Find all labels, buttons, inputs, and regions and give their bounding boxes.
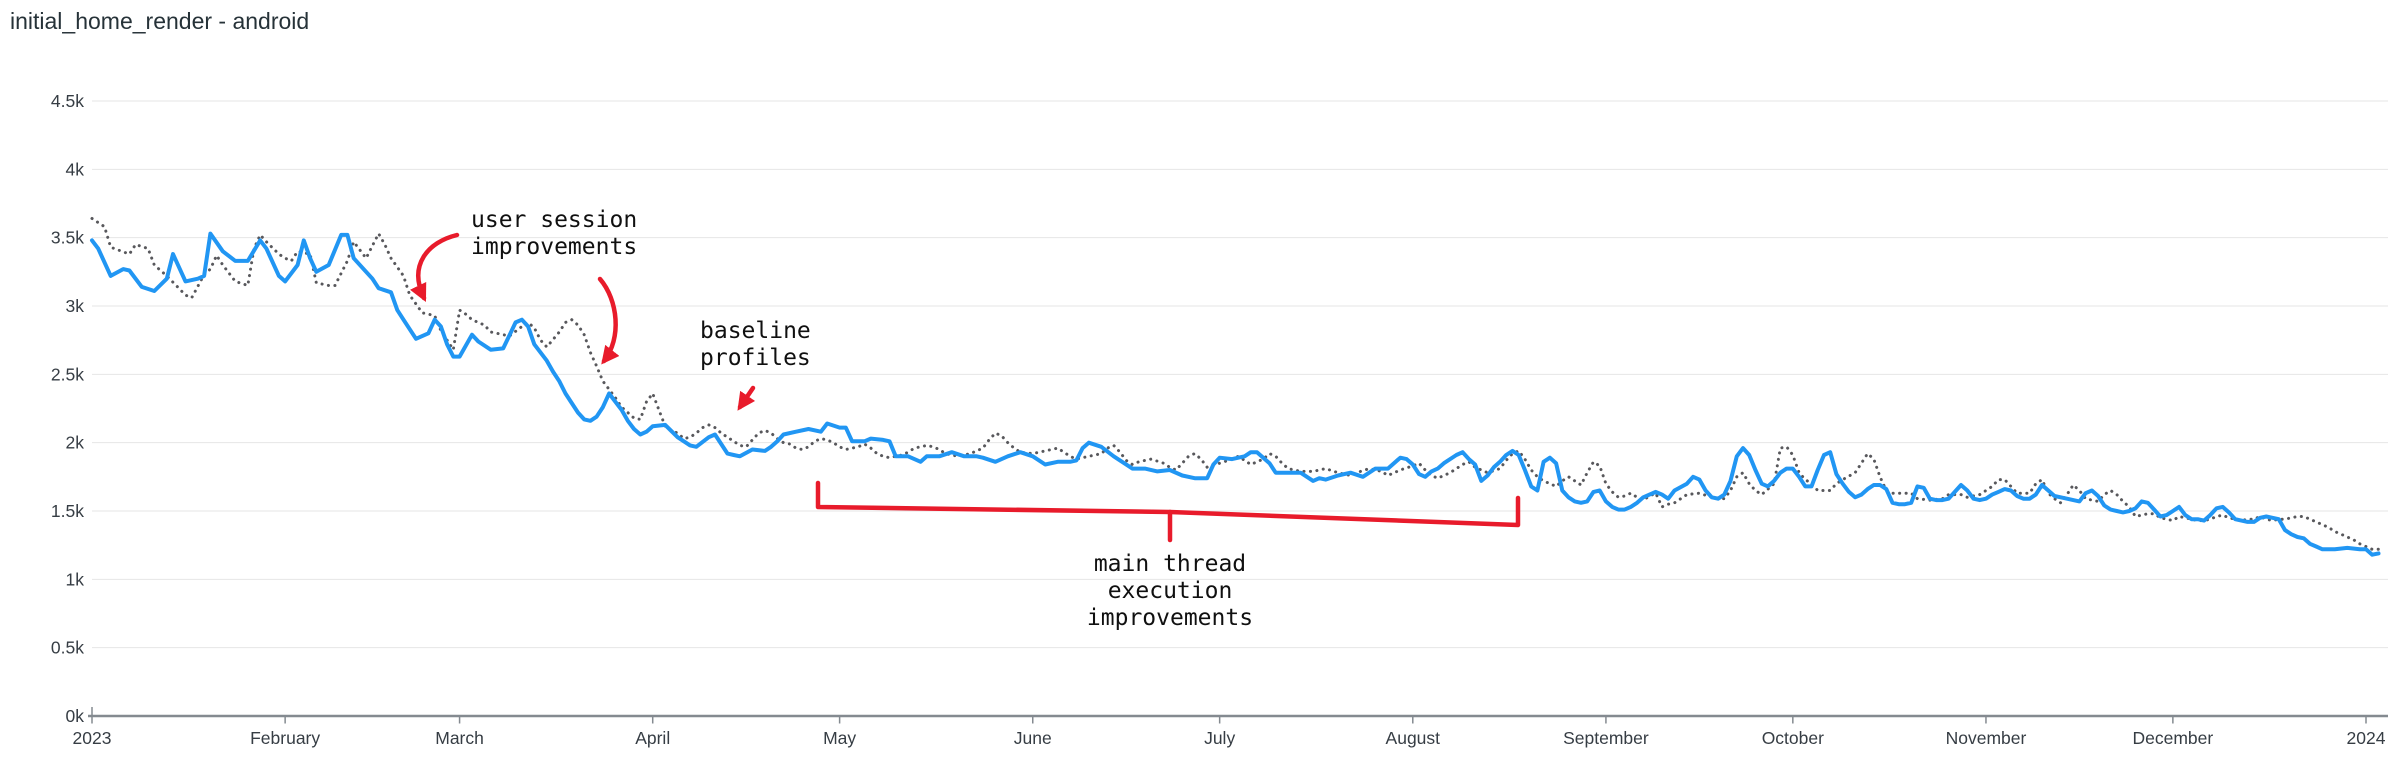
user-session-label-line1: user session xyxy=(471,207,637,233)
x-tick-label: November xyxy=(1946,728,2027,748)
x-tick-label: February xyxy=(250,728,320,748)
x-tick-label: 2023 xyxy=(73,728,112,748)
main-thread-label-line1: main thread xyxy=(1094,551,1246,577)
baseline-profiles-label-line2: profiles xyxy=(700,345,811,371)
main-thread-label-line3: improvements xyxy=(1087,605,1253,631)
baseline-profiles-arrow xyxy=(737,385,756,411)
x-tick-label: December xyxy=(2132,728,2213,748)
y-tick-label: 3k xyxy=(66,296,85,316)
y-axis-labels: 0k 0.5k 1k 1.5k 2k 2.5k 3k 3.5k 4k 4.5k xyxy=(51,91,84,726)
y-tick-label: 2k xyxy=(66,433,85,453)
user-session-arrow-2 xyxy=(597,276,620,365)
baseline-dotted-line xyxy=(90,217,2380,551)
x-tick-label: July xyxy=(1204,728,1235,748)
median-solid-line xyxy=(90,231,2381,557)
x-tick-label: May xyxy=(823,728,856,748)
x-tick-label: August xyxy=(1386,728,1441,748)
chart-title: initial_home_render - android xyxy=(10,8,310,34)
y-tick-label: 3.5k xyxy=(51,228,84,248)
x-tick-label: September xyxy=(1563,728,1649,748)
main-thread-label-line2: execution xyxy=(1108,578,1233,604)
user-session-arrow-1 xyxy=(410,232,460,303)
user-session-label-line2: improvements xyxy=(471,234,637,260)
gridlines xyxy=(92,100,2388,649)
y-tick-label: 0.5k xyxy=(51,638,84,658)
x-tick-label: October xyxy=(1762,728,1824,748)
x-tick-label: June xyxy=(1014,728,1052,748)
annotations-layer: user session improvements baseline profi… xyxy=(410,207,1521,631)
x-tick-label: 2024 xyxy=(2347,728,2386,748)
y-tick-label: 4k xyxy=(66,159,85,179)
x-axis-labels: 2023 February March April May June July August S… xyxy=(73,728,2386,748)
y-tick-label: 2.5k xyxy=(51,364,84,384)
baseline-profiles-label-line1: baseline xyxy=(700,318,811,344)
y-tick-label: 1.5k xyxy=(51,501,84,521)
x-tick-label: March xyxy=(435,728,484,748)
y-tick-label: 4.5k xyxy=(51,91,84,111)
x-axis xyxy=(88,707,2388,724)
y-tick-label: 0k xyxy=(66,706,85,726)
x-tick-label: April xyxy=(635,728,670,748)
y-tick-label: 1k xyxy=(66,569,85,589)
